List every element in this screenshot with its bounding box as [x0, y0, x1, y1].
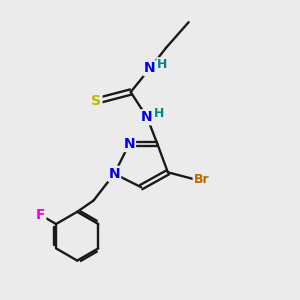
- Text: S: S: [92, 94, 101, 108]
- Text: H: H: [157, 58, 168, 71]
- Text: N: N: [141, 110, 153, 124]
- Text: H: H: [154, 107, 165, 120]
- Text: N: N: [144, 61, 156, 75]
- Text: N: N: [123, 137, 135, 151]
- Text: Br: Br: [194, 173, 209, 186]
- Text: F: F: [36, 208, 45, 222]
- Text: N: N: [109, 167, 120, 181]
